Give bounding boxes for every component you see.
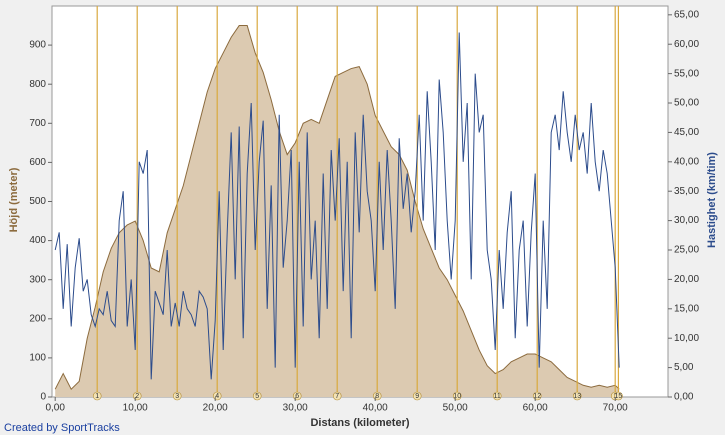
y2-tick-label: 25,00 [674, 245, 699, 256]
lap-label: 9 [415, 393, 419, 400]
lap-label: 15 [615, 393, 623, 400]
y2-tick-label: 20,00 [674, 274, 699, 285]
x-tick-label: 30,00 [283, 403, 308, 414]
lap-marker [572, 391, 582, 401]
lap-label: 5 [255, 393, 259, 400]
y2-tick-label: 5,00 [674, 362, 694, 373]
y-tick-label: 700 [29, 118, 46, 129]
lap-label: 4 [215, 393, 219, 400]
x-tick-label: 10,00 [123, 403, 148, 414]
y-tick-label: 300 [29, 274, 46, 285]
lap-label: 8 [375, 393, 379, 400]
lap-label: 7 [335, 393, 339, 400]
lap-label: 13 [573, 393, 581, 400]
lap-marker [412, 391, 422, 401]
y2-tick-label: 15,00 [674, 303, 699, 314]
lap-label: 11 [494, 393, 501, 400]
lap-marker [492, 391, 502, 401]
x-tick-label: 60,00 [523, 403, 548, 414]
footer: Created by SportTracks [4, 422, 120, 434]
x-tick-label: 50,00 [443, 403, 468, 414]
y2-tick-label: 45,00 [674, 127, 699, 138]
lap-marker [92, 391, 102, 401]
y2-tick-label: 40,00 [674, 156, 699, 167]
y-tick-label: 900 [29, 40, 46, 51]
y2-tick-label: 0,00 [674, 392, 694, 403]
speed-line [54, 32, 620, 380]
y2-tick-label: 65,00 [674, 9, 699, 20]
x-tick-label: 70,00 [603, 403, 628, 414]
x-tick-label: 40,00 [363, 403, 388, 414]
lap-label: 6 [295, 393, 299, 400]
y-tick-label: 100 [29, 353, 46, 364]
y-tick-label: 500 [29, 196, 46, 207]
x-axis-label: Distans (kilometer) [310, 417, 409, 429]
lap-marker [252, 391, 262, 401]
elevation-line [54, 25, 620, 391]
y-tick-label: 0 [40, 392, 46, 403]
y-axis-label: Höjd (meter) [8, 167, 20, 232]
lap-marker [172, 391, 182, 401]
y-tick-label: 200 [29, 313, 46, 324]
lap-label: 10 [453, 393, 461, 400]
y2-tick-label: 50,00 [674, 98, 699, 109]
y-tick-label: 400 [29, 235, 46, 246]
y2-axis-label: Hastighet (km/tim) [706, 152, 718, 248]
x-tick-label: 0,00 [45, 403, 65, 414]
lap-marker [332, 391, 342, 401]
y2-tick-label: 10,00 [674, 333, 699, 344]
lap-label: 3 [175, 393, 179, 400]
y-tick-label: 800 [29, 79, 46, 90]
y2-tick-label: 35,00 [674, 186, 699, 197]
y2-tick-label: 30,00 [674, 215, 699, 226]
lap-label: 1 [95, 393, 99, 400]
lap-label: 12 [533, 393, 541, 400]
lap-marker [614, 391, 623, 401]
y2-tick-label: 60,00 [674, 39, 699, 50]
lap-label: 2 [135, 393, 139, 400]
x-tick-label: 20,00 [203, 403, 228, 414]
y2-tick-label: 55,00 [674, 68, 699, 79]
y-tick-label: 600 [29, 157, 46, 168]
